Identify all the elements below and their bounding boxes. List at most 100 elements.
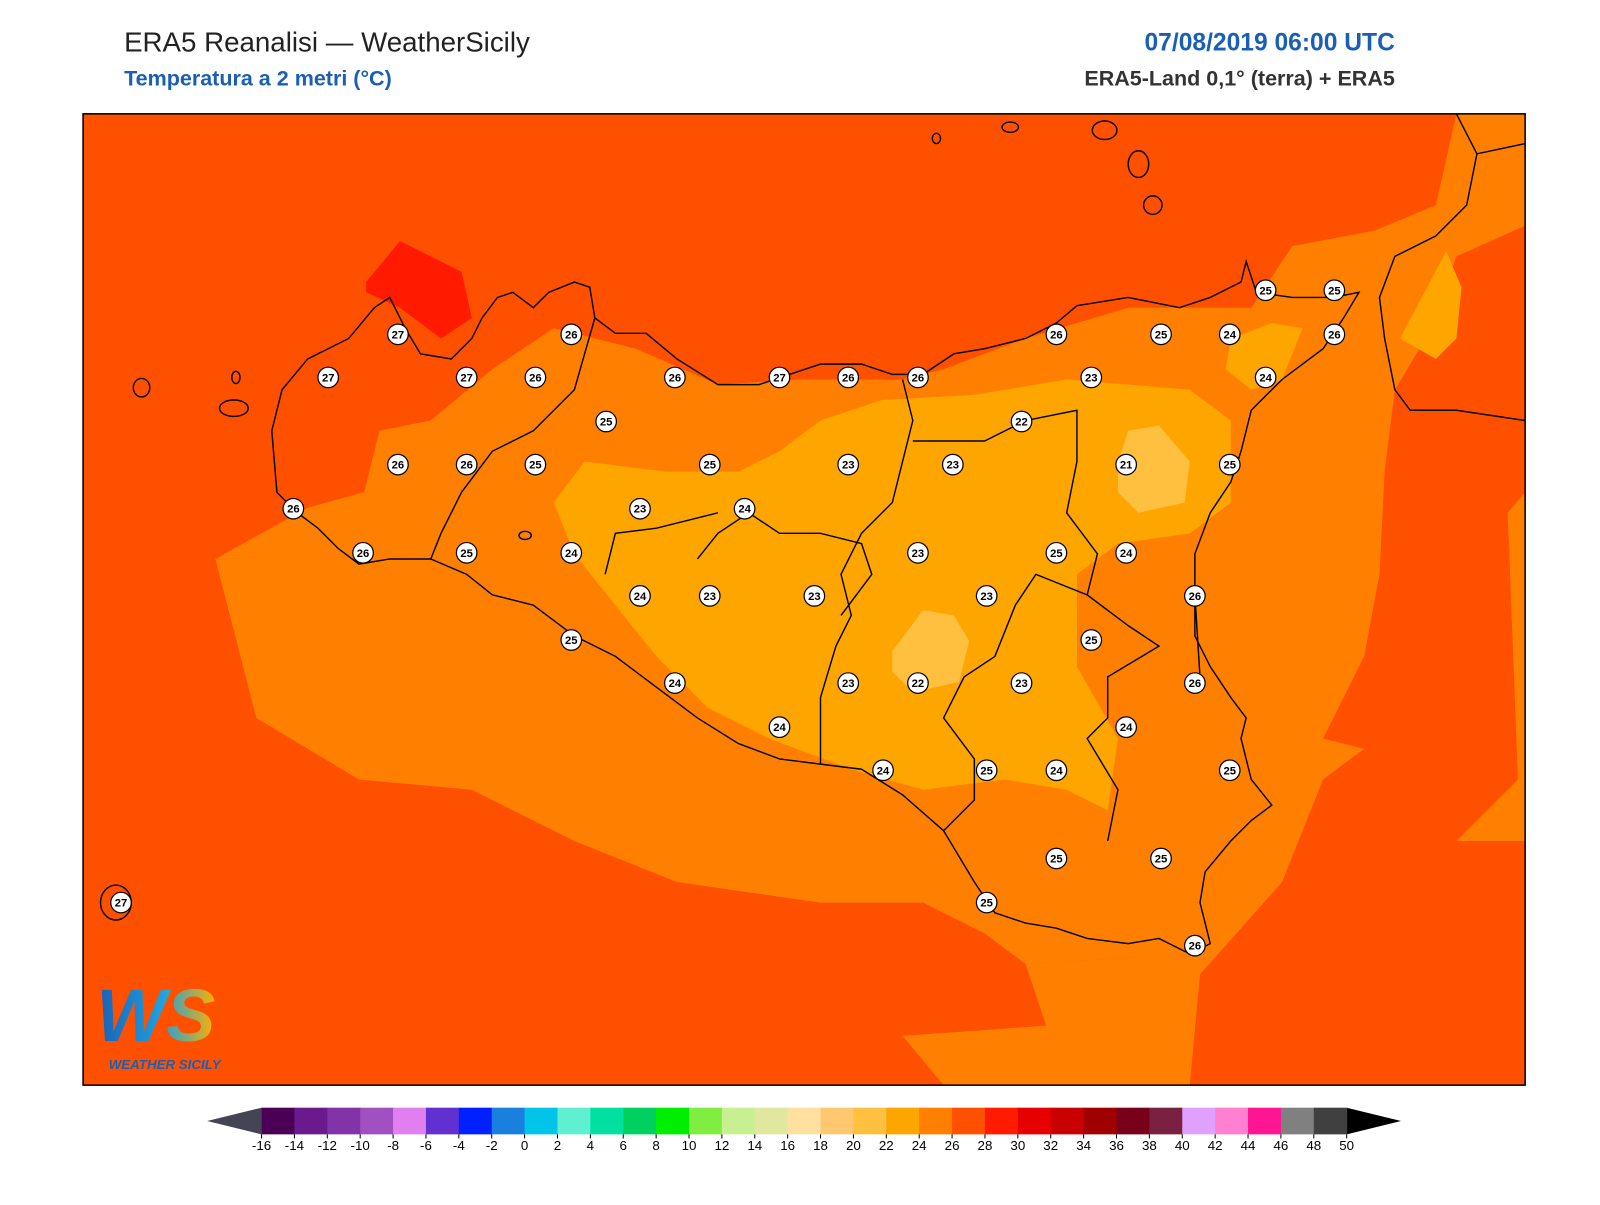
colorbar-segment xyxy=(820,1107,854,1135)
station-label: 26 xyxy=(565,329,578,341)
station-label: 25 xyxy=(1050,548,1063,560)
station-marker xyxy=(698,585,721,607)
colorbar-tick-label: 2 xyxy=(554,1138,561,1153)
station-marker xyxy=(455,366,478,389)
station-label: 24 xyxy=(738,504,751,516)
colorbar-segment xyxy=(919,1107,953,1135)
station-marker xyxy=(560,541,583,564)
colorbar-segment xyxy=(984,1107,1019,1135)
station-marker xyxy=(1323,279,1346,302)
colorbar-tick-label: 8 xyxy=(652,1138,659,1153)
station-marker xyxy=(1045,759,1068,782)
station-label: 26 xyxy=(460,460,473,472)
station-marker xyxy=(1218,323,1241,346)
colorbar-segment xyxy=(458,1107,493,1135)
station-label: 24 xyxy=(1223,329,1236,341)
station-label: 26 xyxy=(1189,941,1202,953)
station-label: 24 xyxy=(877,765,890,777)
colorbar-segment xyxy=(393,1107,427,1135)
station-marker xyxy=(1218,759,1241,782)
station-label: 23 xyxy=(980,591,993,603)
colorbar-tick-label: -10 xyxy=(351,1138,370,1153)
station-label: 25 xyxy=(460,548,473,560)
logo: WS WEATHER SICILY xyxy=(96,974,221,1072)
colorbar-tick-label: -4 xyxy=(453,1138,465,1153)
station-marker xyxy=(352,541,374,564)
colorbar-tick-label: 42 xyxy=(1208,1138,1223,1153)
station-marker xyxy=(907,672,929,694)
station-label: 23 xyxy=(1015,678,1028,690)
station-label: 24 xyxy=(773,722,786,734)
colorbar-segment xyxy=(952,1107,986,1135)
station-marker xyxy=(1010,672,1033,694)
colorbar-segment xyxy=(886,1107,920,1135)
station-label: 26 xyxy=(912,372,925,384)
station-label: 26 xyxy=(357,548,370,560)
station-marker xyxy=(560,323,583,346)
colorbar-segment xyxy=(754,1107,789,1135)
colorbar-segment xyxy=(1313,1107,1348,1135)
field-24-26-east xyxy=(1456,492,1526,842)
colorbar-tick-label: -16 xyxy=(252,1138,271,1153)
colorbar-tick-label: 48 xyxy=(1306,1138,1321,1153)
station-marker xyxy=(1045,847,1068,870)
station-marker xyxy=(837,672,860,694)
colorbar-over xyxy=(1346,1107,1402,1135)
station-marker xyxy=(1323,323,1346,346)
station-marker xyxy=(768,366,791,389)
station-label: 25 xyxy=(1050,853,1063,865)
station-label: 22 xyxy=(1015,417,1028,429)
station-marker xyxy=(1080,366,1103,389)
station-label: 27 xyxy=(773,372,786,384)
station-marker xyxy=(1150,323,1172,346)
logo-mark: WS xyxy=(96,974,215,1057)
station-marker xyxy=(455,453,478,476)
station-label: 25 xyxy=(703,460,716,472)
station-label: 25 xyxy=(1328,285,1341,297)
field-22-24-calabria xyxy=(1400,251,1462,359)
station-label: 26 xyxy=(1328,329,1341,341)
colorbar-tick-label: 14 xyxy=(747,1138,762,1153)
station-label: 27 xyxy=(460,372,473,384)
station-marker xyxy=(768,716,791,739)
map: WS WEATHER SICILY xyxy=(83,113,1526,1086)
colorbar-tick-label: 46 xyxy=(1273,1138,1288,1153)
colorbar-tick-label: 24 xyxy=(912,1138,927,1153)
station-label: 23 xyxy=(808,591,821,603)
station-label: 23 xyxy=(842,678,855,690)
station-label: 25 xyxy=(1223,765,1236,777)
station-marker xyxy=(1218,453,1241,476)
colorbar-tick-label: 12 xyxy=(714,1138,729,1153)
colorbar-tick-label: -2 xyxy=(486,1138,498,1153)
colorbar-tick-label: 18 xyxy=(813,1138,828,1153)
station-label: 21 xyxy=(1120,460,1133,472)
station-label: 27 xyxy=(115,898,128,910)
colorbar-segment xyxy=(1215,1107,1249,1135)
colorbar-segment xyxy=(721,1107,756,1135)
colorbar-tick-label: 26 xyxy=(945,1138,960,1153)
station-label: 25 xyxy=(1155,853,1168,865)
station-label: 26 xyxy=(669,372,682,384)
station-label: 26 xyxy=(1189,591,1202,603)
station-marker xyxy=(629,497,651,520)
station-label: 23 xyxy=(842,460,855,472)
station-label: 23 xyxy=(634,504,647,516)
station-marker xyxy=(975,585,998,607)
colorbar-tick-label: 4 xyxy=(587,1138,595,1153)
colorbar-segment xyxy=(1116,1107,1150,1135)
station-marker xyxy=(1010,410,1033,433)
colorbar-tick-label: 6 xyxy=(620,1138,627,1153)
colorbar-segment xyxy=(294,1107,328,1135)
colorbar-tick-label: -14 xyxy=(285,1138,305,1153)
station-label: 26 xyxy=(842,372,855,384)
colorbar-tick-label: 22 xyxy=(879,1138,894,1153)
colorbar-segment xyxy=(425,1107,460,1135)
colorbar-tick-label: -12 xyxy=(318,1138,337,1153)
datetime: 07/08/2019 06:00 UTC xyxy=(1144,30,1395,57)
station-marker xyxy=(1115,453,1138,476)
station-marker xyxy=(1183,934,1206,957)
source: ERA5-Land 0,1° (terra) + ERA5 xyxy=(1084,67,1395,91)
station-label: 22 xyxy=(912,678,925,690)
station-label: 24 xyxy=(1050,765,1063,777)
